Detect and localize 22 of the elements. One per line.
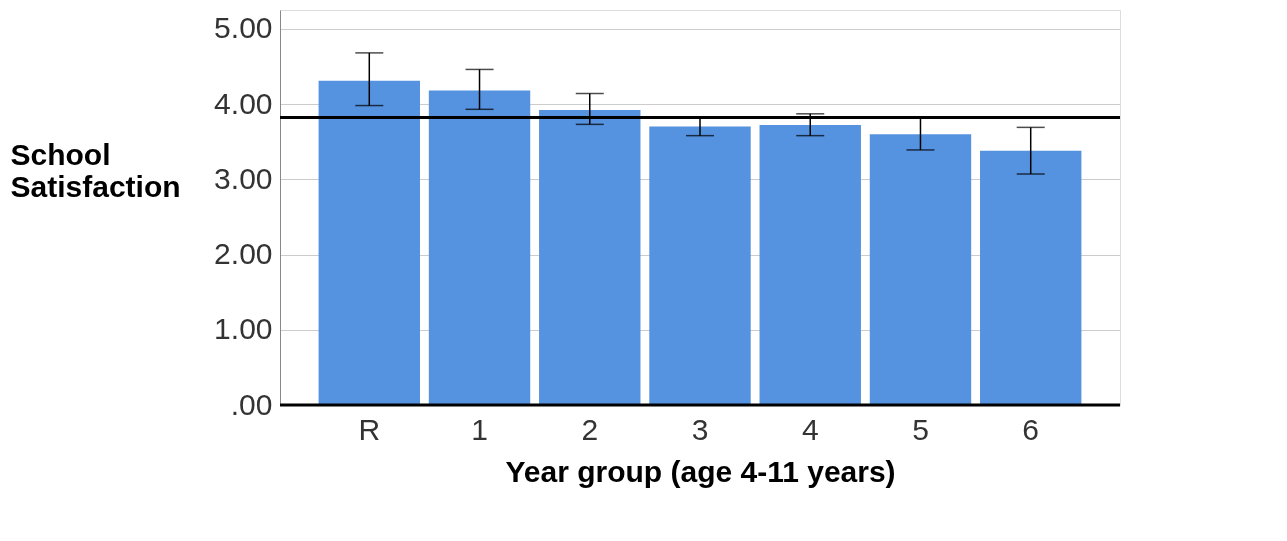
- y-tick-label: 4.00: [214, 86, 273, 120]
- bar: [318, 80, 420, 405]
- y-tick-label: 1.00: [214, 312, 273, 346]
- x-tick-label: 5: [912, 412, 929, 446]
- x-tick-label: 4: [801, 412, 819, 446]
- x-tick-label: 1: [471, 412, 488, 446]
- y-tick-label: 5.00: [214, 11, 273, 45]
- bar: [869, 134, 972, 405]
- bar: [649, 126, 751, 405]
- bar: [428, 90, 531, 405]
- x-axis-title: Year group (age 4-11 years): [505, 454, 896, 488]
- bar: [539, 110, 641, 405]
- y-tick-label: .00: [230, 387, 273, 421]
- y-tick-label: 2.00: [214, 237, 273, 271]
- x-tick-label: R: [358, 412, 381, 446]
- y-tick-label: 3.00: [214, 161, 273, 195]
- x-tick-label: 2: [581, 412, 599, 446]
- bar: [759, 125, 861, 405]
- x-tick-label: 3: [691, 412, 709, 446]
- bar: [980, 150, 1082, 405]
- y-axis-title: School Satisfaction: [10, 137, 181, 203]
- x-tick-label: 6: [1022, 412, 1040, 446]
